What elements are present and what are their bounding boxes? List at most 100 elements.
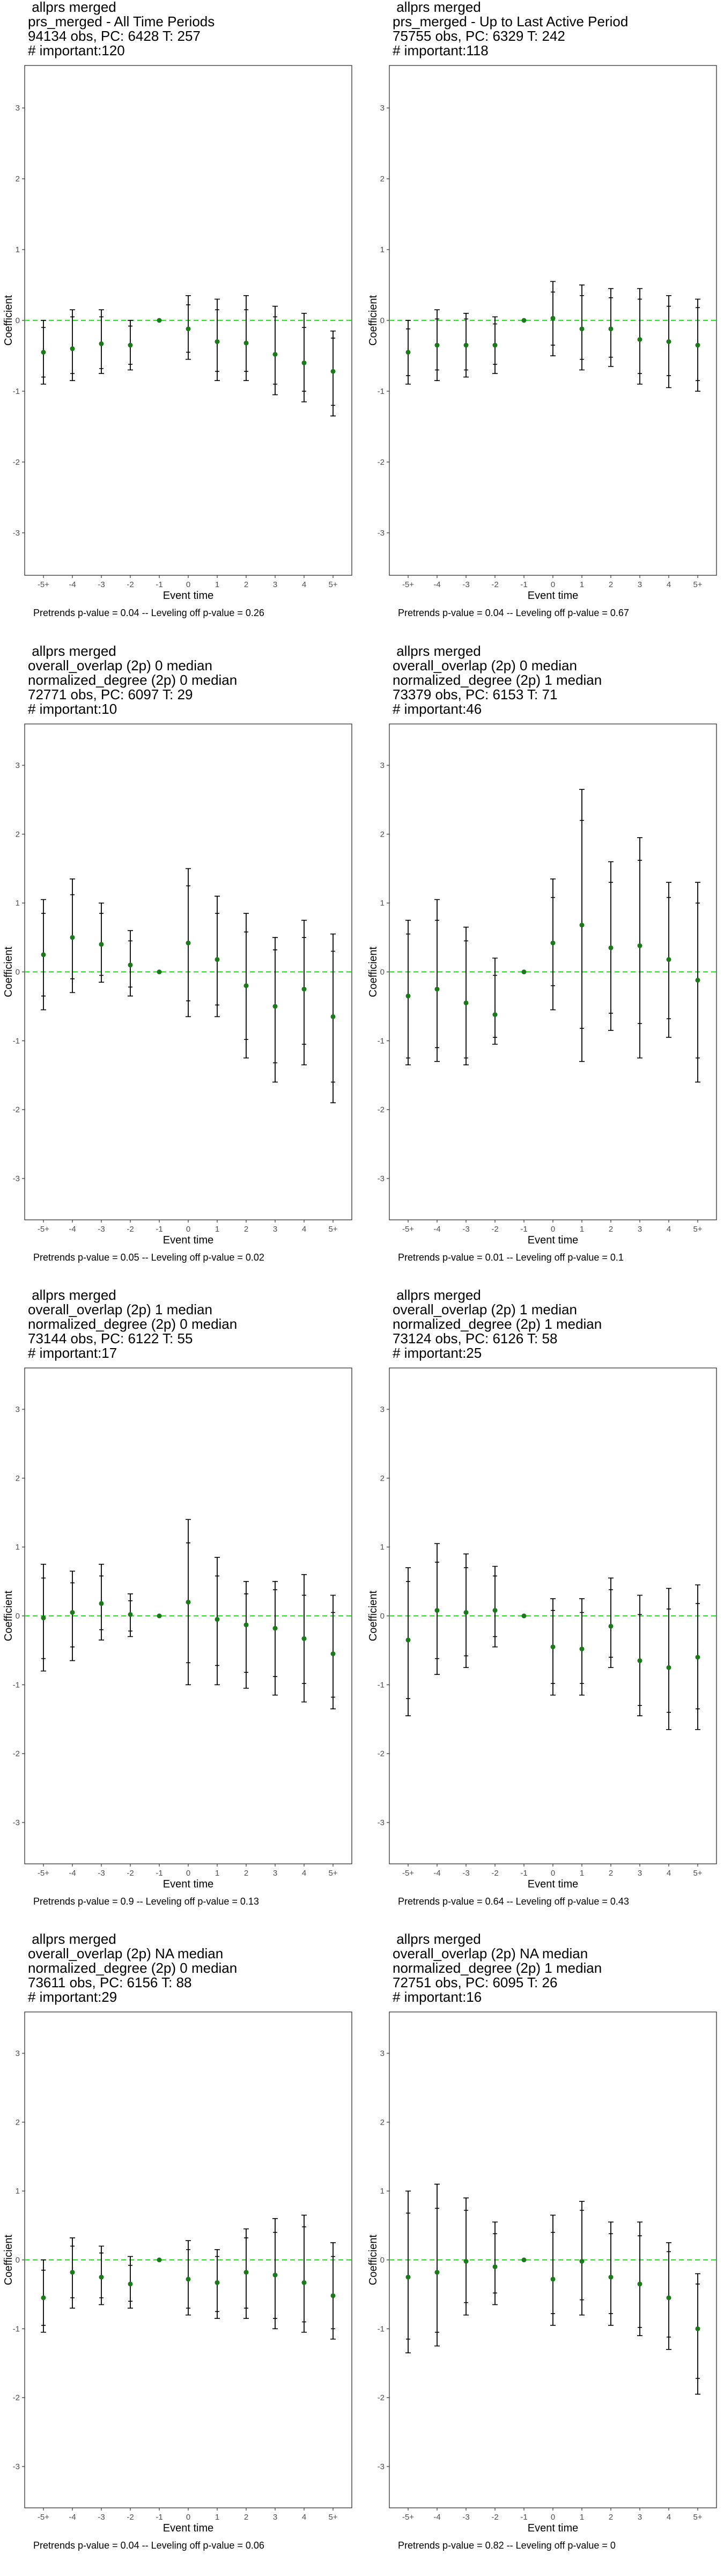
coefficient-point [434, 342, 440, 348]
pvalue-caption: Pretrends p-value = 0.05 -- Leveling off… [33, 1252, 264, 1263]
coefficient-point [330, 2293, 336, 2299]
chart-title: allprs merged overall_overlap (2p) 0 medi… [393, 644, 602, 716]
x-tick-label: -3 [462, 1225, 469, 1234]
chart-title-line: overall_overlap (2p) 0 median [393, 657, 577, 674]
x-axis-label: Event time [163, 1878, 213, 1890]
chart-plot: -3 -2 -1 0 1 2 3 -5+ -4 -3 -2 -1 0 1 2 3 4 5+ Event time Co… [367, 1367, 717, 1890]
chart-title: allprs merged overall_overlap (2p) 1 medi… [393, 1288, 602, 1360]
x-tick-label: 4 [302, 580, 306, 589]
chart-title-line: 72771 obs, PC: 6097 T: 29 [28, 686, 193, 702]
coefficient-point [434, 2270, 440, 2275]
x-axis-label: Event time [528, 1878, 578, 1890]
chart-title-line: prs_merged - All Time Periods [28, 13, 215, 30]
coefficient-point [243, 1622, 249, 1628]
coefficient-point [492, 1012, 498, 1018]
x-tick-label: 5+ [693, 1225, 702, 1234]
chart-title-line: allprs merged [28, 1287, 116, 1303]
coefficient-point [463, 1610, 469, 1615]
chart-title-line: normalized_degree (2p) 1 median [393, 1316, 602, 1332]
x-tick-label: 5+ [328, 2513, 337, 2522]
y-tick-label: -1 [13, 1680, 20, 1689]
chart-title-line: overall_overlap (2p) 1 median [393, 1301, 577, 1318]
pvalue-caption: Pretrends p-value = 0.04 -- Leveling off… [33, 2540, 264, 2551]
y-tick-label: 2 [380, 830, 385, 839]
y-tick-label: -1 [13, 1036, 20, 1045]
x-tick-label: 1 [215, 580, 219, 589]
chart-plot: -3 -2 -1 0 1 2 3 -5+ -4 -3 -2 -1 0 1 2 3 4 5+ Event time Co… [367, 65, 717, 602]
chart-title: allprs merged overall_overlap (2p) NA med… [28, 1932, 237, 2004]
coefficient-point [70, 1610, 75, 1615]
coefficient-point [272, 1626, 278, 1631]
coefficient-point [186, 1599, 191, 1605]
y-tick-label: 2 [380, 174, 385, 184]
y-tick-label: -1 [13, 387, 20, 396]
chart-title: allprs merged prs_merged - All Time Perio… [28, 0, 215, 58]
x-tick-label: -5+ [402, 1225, 414, 1234]
chart-title-line: overall_overlap (2p) 0 median [28, 657, 212, 674]
coefficient-point [301, 1636, 307, 1641]
y-tick-label: -3 [378, 529, 385, 538]
y-axis-label: Coefficient [367, 2234, 379, 2285]
x-tick-label: 5+ [693, 580, 702, 589]
x-tick-label: 2 [244, 580, 248, 589]
coefficient-point [405, 349, 411, 355]
y-tick-label: 3 [16, 1405, 20, 1414]
chart-title-line: normalized_degree (2p) 1 median [393, 672, 602, 688]
pvalue-caption: Pretrends p-value = 0.9 -- Leveling off … [33, 1896, 259, 1907]
coefficient-point [186, 326, 191, 332]
chart-title: allprs merged prs_merged - Up to Last Act… [393, 0, 628, 58]
x-tick-label: 5+ [693, 2513, 702, 2522]
chart-title-line: # important:25 [393, 1345, 482, 1361]
coefficient-point [550, 940, 556, 946]
y-tick-label: 3 [16, 2049, 20, 2058]
y-tick-label: -3 [13, 1818, 20, 1827]
x-tick-label: -2 [491, 2513, 498, 2522]
y-tick-label: 1 [380, 2187, 385, 2196]
x-axis-label: Event time [528, 590, 578, 602]
coefficient-point [695, 2326, 700, 2331]
coefficient-point [272, 2272, 278, 2278]
x-tick-label: -5+ [402, 2513, 414, 2522]
y-axis-label: Coefficient [3, 1590, 14, 1641]
chart-plot: -3 -2 -1 0 1 2 3 -5+ -4 -3 -2 -1 0 1 2 3 4 5+ Event time Co… [3, 65, 352, 602]
coefficient-point [157, 1613, 162, 1619]
coefficient-point [99, 341, 104, 347]
coefficient-point [128, 962, 133, 968]
chart-title-line: 75755 obs, PC: 6329 T: 242 [393, 28, 565, 44]
y-tick-label: 1 [380, 899, 385, 908]
y-axis-label: Coefficient [367, 946, 379, 997]
x-tick-label: 0 [551, 1225, 555, 1234]
y-tick-label: 2 [380, 2118, 385, 2127]
x-tick-label: -1 [520, 2513, 527, 2522]
coefficient-point [579, 2259, 585, 2264]
y-tick-label: 3 [380, 2049, 385, 2058]
x-tick-label: -5+ [38, 2513, 49, 2522]
y-tick-label: 2 [16, 174, 20, 184]
coefficient-point [330, 369, 336, 374]
chart-title-line: overall_overlap (2p) NA median [393, 1945, 588, 1962]
chart-title-line: # important:120 [28, 42, 125, 58]
x-tick-label: 5+ [328, 580, 337, 589]
x-tick-label: 0 [551, 2513, 555, 2522]
coefficient-point [41, 2295, 46, 2301]
y-tick-label: 1 [16, 1543, 20, 1552]
coefficient-point [579, 923, 585, 928]
x-tick-label: -2 [491, 1225, 498, 1234]
coefficient-point [695, 1655, 700, 1660]
x-tick-label: 2 [244, 2513, 248, 2522]
y-tick-label: -2 [378, 1106, 385, 1115]
coefficient-point [695, 342, 700, 348]
x-tick-label: -3 [462, 580, 469, 589]
coefficient-point [215, 339, 220, 345]
x-tick-label: -4 [69, 1869, 76, 1878]
coefficient-point [128, 342, 133, 348]
coefficient-point [666, 1665, 671, 1670]
chart-title-line: normalized_degree (2p) 0 median [28, 1316, 238, 1332]
y-axis-label: Coefficient [367, 1590, 379, 1641]
coefficient-point [637, 943, 642, 948]
coefficient-point [243, 2270, 249, 2275]
y-tick-label: -2 [378, 2394, 385, 2403]
y-tick-label: -2 [378, 458, 385, 467]
x-tick-label: -4 [433, 580, 440, 589]
x-tick-label: 3 [273, 2513, 277, 2522]
